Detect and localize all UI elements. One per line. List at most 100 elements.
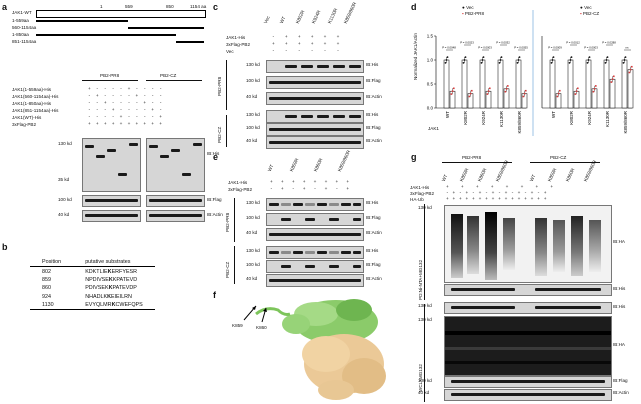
group-bracket [424,304,425,402]
p-value-label: P = 0.0009 [548,46,562,50]
col-header-position: Position [30,258,74,268]
data-point [518,56,521,59]
data-point [522,95,525,98]
bar [461,59,468,109]
lane-label: K859/860R [494,159,510,183]
table-row: 1130 EVYQLMRKCWEFQPS [30,300,155,311]
data-point [586,61,589,64]
ib-label: IB:Actin [366,230,382,235]
bar [603,59,610,109]
data-point [604,61,607,64]
ib-label: IB:Flag [613,378,628,383]
ib-label: IB:His [366,112,379,117]
ib-label: IB:Actin [366,138,382,143]
group-header: PB2-PR8 [462,155,482,160]
ib-label: IB:Flag [207,197,222,202]
ib-label: IB:His [613,286,626,291]
mw-marker: 100 kd [246,78,260,83]
data-point [523,92,526,95]
lane-header: WT K859R K860R K859/860R WT K859R K860R … [441,159,604,184]
ib-label: IB:His [613,304,626,309]
data-point [568,61,571,64]
blot-flag [266,76,364,89]
data-point [628,71,631,74]
bar [621,59,628,109]
row-label: JAK1-His [228,180,248,185]
table-row: 860 PDIVSEKKPATEVDP [42,285,137,292]
lane-label: WT [266,163,275,173]
data-point [468,95,471,98]
data-point [517,59,520,61]
col-header-substrates: putative substrates [73,258,155,268]
row-label: Vec [226,49,234,54]
group-label: PB2-PR8 [225,212,230,232]
ib-label: IB:HA [613,239,625,244]
category-label: K924R [481,110,486,125]
data-point [569,59,572,61]
panel-label-e: e [213,152,219,162]
bar [609,78,616,109]
bar [627,69,634,109]
bar [515,59,522,109]
data-point [550,61,553,64]
blot-actin [266,92,364,105]
blot-his-cz [146,138,205,192]
mw-marker: 100 kd [418,378,432,383]
data-point [500,56,503,59]
p-value-label: P = 0.0012 [566,41,580,45]
data-point [487,90,490,92]
data-point [574,93,577,95]
data-point [588,56,591,59]
group-underline [442,162,512,163]
row-signs: - - - - + - - - - + [88,115,163,120]
ib-label: IB:His [366,62,379,67]
data-point [453,87,455,90]
bar [567,59,574,109]
group-underline [146,80,202,81]
panel-b-table: Position putative substrates 802 KDKTLIE… [30,258,155,311]
ib-label: IB:Actin [366,94,382,99]
panel-label-d: d [411,2,417,12]
category-label: K802R [569,110,574,125]
p-value-label: P = 0.0023 [460,41,474,45]
row-signs: + + + + + + [272,42,340,47]
row-label: JAK1-His [410,185,430,190]
mw-marker: 130 kd [246,248,260,253]
table-row: 802 KDKTLIEKERFYESR [30,266,155,276]
bar [497,59,504,109]
bar [443,59,450,109]
p-value-label: P = 0.0003 [478,46,492,50]
jak1-wt-box [36,10,206,18]
category-label: WT [551,111,556,118]
side-group-label: PD:Ni-NTA+MG132 [418,259,423,300]
lane-label: K802R [294,9,306,25]
category-label: K924R [587,110,592,125]
panel-label-b: b [2,242,8,252]
blot-actin-pr8 [82,210,141,222]
row-label: 3xFlag-PB2 [12,122,37,127]
mw-marker: 40 kd [418,390,430,395]
mw-marker: 100 kd [246,215,260,220]
ib-label: IB:Actin [613,390,629,395]
blot-his [266,60,364,73]
data-point [450,93,453,95]
blot-his [266,110,364,123]
bar [479,59,486,109]
lane-label: K1130R [326,7,339,25]
row-label: JAK1(851-1154aa)-His [12,108,59,113]
group-bracket [234,246,235,284]
lane-label: K859/860R [336,149,352,173]
row-signs: - + - - - - + - - - [88,94,163,99]
group-label: PB2-PR8 [217,76,222,96]
mw-marker: 40 kd [246,230,258,235]
domain-label: JAK1-WT [12,10,32,15]
x-axis-label: JAK1 [428,126,439,131]
pos-559: 559 [125,4,133,9]
blot-ha-wcl [444,316,612,376]
mw-marker: 40 kd [246,138,258,143]
lane-label: WT [528,173,537,183]
row-signs: - - - + - - - - + - [88,108,163,113]
data-point [593,88,596,90]
domain-label: 1-559aa [12,18,29,23]
mw-marker: 130 kd [418,317,432,322]
